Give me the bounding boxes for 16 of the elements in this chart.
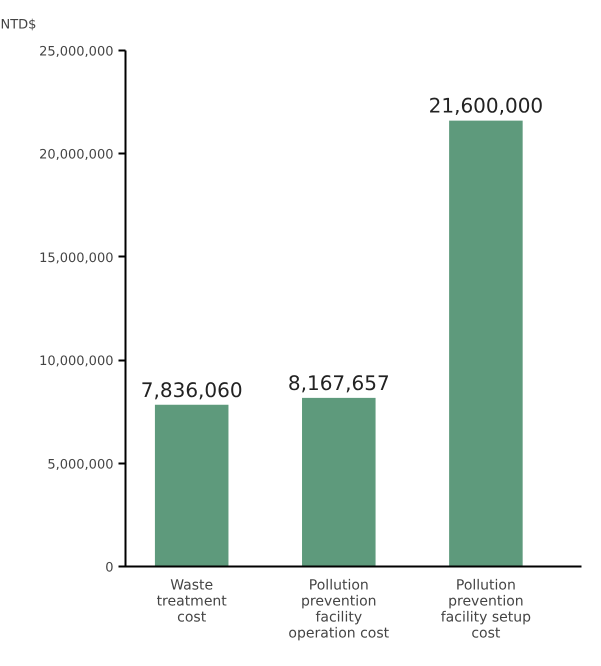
y-axis-title: NTD$ (0, 18, 36, 32)
data-label: 8,167,657 (288, 370, 390, 395)
x-tick-label: Waste treatment cost (156, 578, 228, 626)
y-tick-label: 0 (105, 560, 114, 576)
bar (449, 120, 523, 566)
y-tick-label: 20,000,000 (39, 148, 114, 163)
x-tick-label: Pollution prevention facility setup cost (440, 578, 532, 642)
y-tick-label: 15,000,000 (39, 250, 114, 266)
y-tick-label: 5,000,000 (47, 457, 114, 472)
x-tick-label: Pollution prevention facility operation cost (288, 578, 390, 642)
y-tick-label: 10,000,000 (39, 354, 114, 370)
y-tick-label: 25,000,000 (39, 44, 114, 60)
bar (302, 398, 376, 566)
data-label: 7,836,060 (140, 378, 243, 402)
bar (154, 404, 228, 566)
data-label: 21,600,000 (428, 94, 544, 118)
